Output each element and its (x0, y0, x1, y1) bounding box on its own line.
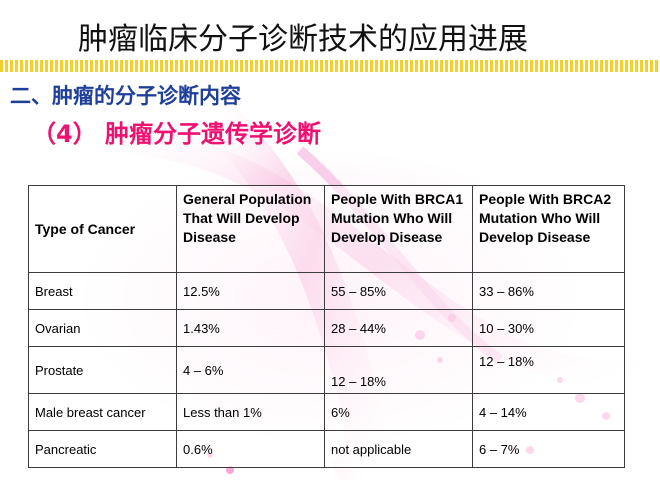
table-cell: Male breast cancer (28, 393, 177, 431)
header-brca2: People With BRCA2 Mutation Who Will Deve… (472, 185, 625, 273)
table-cell: 55 – 85% (324, 272, 473, 310)
table-cell: 10 – 30% (472, 309, 625, 347)
table-cell: 12.5% (176, 272, 325, 310)
table-cell: 4 – 14% (472, 393, 625, 431)
header-type-of-cancer: Type of Cancer (28, 185, 177, 273)
table-cell: Pancreatic (28, 430, 177, 468)
table-cell: 0.6% (176, 430, 325, 468)
table-cell: 1.43% (176, 309, 325, 347)
header-general-population: General Population That Will Develop Dis… (176, 185, 325, 273)
table-cell: Less than 1% (176, 393, 325, 431)
table-cell: 6% (324, 393, 473, 431)
table-cell: Ovarian (28, 309, 177, 347)
header-brca1: People With BRCA1 Mutation Who Will Deve… (324, 185, 473, 273)
table-cell: 28 – 44% (324, 309, 473, 347)
table-cell: not applicable (324, 430, 473, 468)
slide-title: 肿瘤临床分子诊断技术的应用进展 (78, 22, 528, 57)
table-cell: Breast (28, 272, 177, 310)
table-cell: Prostate (28, 346, 177, 394)
table-row: Pancreatic 0.6% not applicable 6 – 7% (28, 430, 625, 468)
table-row: Male breast cancer Less than 1% 6% 4 – 1… (28, 393, 625, 431)
table-row: Ovarian 1.43% 28 – 44% 10 – 30% (28, 309, 625, 347)
table-row: Breast 12.5% 55 – 85% 33 – 86% (28, 272, 625, 310)
table-cell: 12 – 18% (472, 346, 625, 394)
section-heading: 二、肿瘤的分子诊断内容 (10, 84, 241, 108)
table-cell: 4 – 6% (176, 346, 325, 394)
title-divider-rule (0, 60, 660, 72)
table-cell: 33 – 86% (472, 272, 625, 310)
cancer-risk-table: Type of Cancer General Population That W… (28, 185, 625, 468)
table-header-row: Type of Cancer General Population That W… (28, 185, 625, 273)
table-row: Prostate 4 – 6% 12 – 18% 12 – 18% (28, 346, 625, 394)
table-cell: 12 – 18% (324, 346, 473, 394)
subsection-heading: （4） 肿瘤分子遗传学诊断 (32, 120, 322, 148)
table-cell: 6 – 7% (472, 430, 625, 468)
